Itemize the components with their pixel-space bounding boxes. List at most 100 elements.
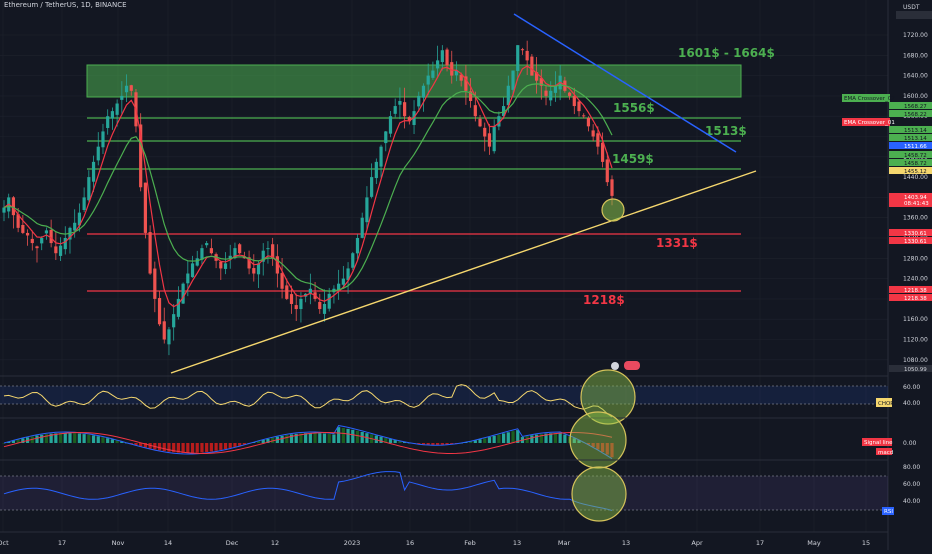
macd-bar	[327, 433, 331, 443]
macd-bar	[497, 434, 501, 443]
candle-body	[600, 142, 605, 162]
macd-bar	[516, 430, 520, 443]
currency-label: USDT	[903, 4, 920, 11]
time-label: Feb	[464, 539, 476, 547]
candle-body	[266, 248, 270, 250]
candle-body	[63, 238, 67, 250]
candle-body	[16, 214, 20, 228]
level-1513-label: 1513$	[705, 124, 747, 138]
macd-bar	[346, 428, 350, 443]
macd-bar	[360, 431, 364, 443]
candle-body	[346, 268, 350, 281]
price-tick: 1160.00	[903, 316, 928, 323]
macd-bar	[605, 443, 609, 455]
svg-text:EMA Crossover_01: EMA Crossover_01	[844, 120, 895, 126]
time-label: 12	[271, 539, 279, 547]
candle-body	[91, 161, 96, 182]
uptrend-line	[170, 170, 757, 374]
macd-bar	[167, 443, 171, 452]
candle-body	[35, 246, 39, 249]
macd-bar	[337, 427, 341, 443]
badge-g1: 1513.14	[904, 128, 927, 134]
time-label: Mar	[558, 539, 571, 547]
macd-bar	[110, 439, 115, 443]
time-label: 17	[58, 539, 66, 547]
candle-body	[228, 255, 232, 260]
ema-crossover-02-line	[3, 83, 613, 292]
time-label: Nov	[112, 539, 125, 547]
candle-body	[129, 85, 133, 91]
macd-bar	[610, 443, 614, 458]
candle-body	[44, 230, 49, 234]
candle-body	[153, 268, 157, 299]
candle-body	[162, 321, 166, 340]
price-tick: 1080.00	[903, 357, 928, 364]
candle-body	[139, 124, 143, 188]
time-label: 16	[406, 539, 414, 547]
macd-bar	[487, 437, 492, 443]
candle-body	[49, 229, 53, 244]
candle-body	[567, 92, 572, 96]
time-label: 17	[756, 539, 764, 547]
candle-body	[436, 60, 440, 69]
macd-bar	[238, 443, 242, 446]
candle-body	[223, 263, 228, 269]
candle-body	[407, 117, 411, 122]
macd-bar	[21, 438, 25, 443]
candle-body	[501, 106, 506, 116]
macd-bar	[534, 434, 539, 443]
macd-bar	[73, 433, 77, 443]
candle-body	[591, 130, 595, 137]
macd-bar	[242, 443, 246, 445]
macd-bar	[525, 436, 529, 443]
macd-tick-0: 0.00	[903, 440, 917, 447]
candle-body	[157, 298, 162, 325]
event-group-icon[interactable]	[624, 361, 640, 370]
resistance-zone	[86, 64, 742, 98]
candle-body	[285, 285, 289, 299]
macd-bar	[209, 443, 213, 452]
candle-body	[469, 91, 473, 101]
candle-body	[421, 85, 426, 98]
macd-bar	[294, 433, 298, 443]
rsi-tick-80: 80.00	[903, 464, 920, 471]
macd-bar	[572, 438, 576, 443]
candle-body	[582, 115, 586, 117]
macd-bar	[87, 434, 91, 443]
badge-1331-a: 1330.61	[904, 231, 927, 237]
price-tick: 1280.00	[903, 255, 928, 262]
macd-bar	[332, 434, 336, 443]
candle-body	[577, 101, 581, 112]
candle-body	[58, 245, 63, 256]
macd-bar	[351, 429, 355, 443]
time-label: 14	[164, 539, 172, 547]
touch-point-marker	[601, 198, 625, 222]
candle-body	[308, 288, 312, 295]
chop-label: CHOP	[878, 401, 894, 407]
candle-body	[370, 177, 374, 197]
price-tick: 1720.00	[903, 32, 928, 39]
downtrend-line	[513, 13, 737, 153]
candle-body	[398, 100, 402, 105]
macd-bar	[553, 433, 558, 443]
event-flag-icon[interactable]	[611, 362, 619, 370]
macd-bar	[139, 443, 143, 447]
candle-body	[506, 85, 510, 106]
candle-body	[417, 95, 421, 107]
macd-bar	[54, 433, 58, 443]
candle-body	[360, 217, 364, 238]
candle-body	[572, 95, 576, 107]
macd-bar	[190, 443, 195, 453]
candle-body	[280, 273, 284, 289]
candle-body	[299, 298, 303, 310]
macd-bar	[219, 443, 223, 450]
candle-body	[181, 283, 185, 304]
macd-bar	[473, 440, 477, 443]
macd-bar	[205, 443, 209, 453]
macd-bar	[308, 433, 312, 443]
time-label: 13	[622, 539, 630, 547]
candle-body	[605, 159, 609, 183]
macd-bar	[431, 443, 435, 445]
macd-bar	[374, 435, 378, 443]
